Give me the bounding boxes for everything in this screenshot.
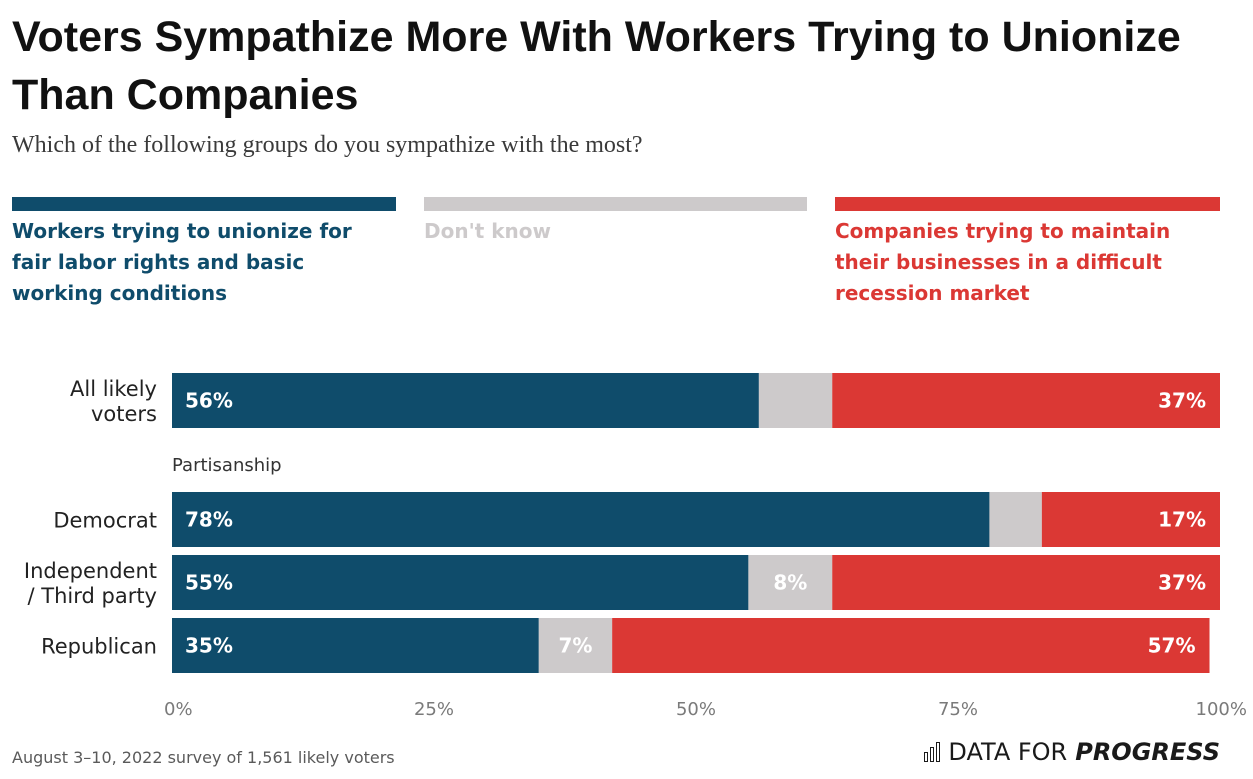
data-label-republican-series-2: 57% — [1148, 634, 1196, 658]
legend-swatch-dont-know — [424, 197, 807, 211]
data-label-democrat-series-2: 17% — [1158, 508, 1206, 532]
data-label-all-likely-voters-series-2: 37% — [1158, 389, 1206, 413]
x-tick-label-0: 0% — [164, 699, 193, 720]
bar-chart-logo-icon — [924, 742, 941, 762]
data-label-independent-third-party-series-2: 37% — [1158, 571, 1206, 595]
brand-text-strong: PROGRESS — [1075, 738, 1220, 766]
category-label-all-likely-voters-line-1: voters — [91, 402, 157, 426]
bar-republican-series-1 — [538, 618, 613, 673]
bar-independent-third-party-series-0 — [172, 555, 749, 610]
legend-label-dont-know: Don't know — [424, 219, 551, 243]
legend-item-dont-know: Don't know — [424, 197, 807, 247]
data-label-independent-third-party-series-1: 8% — [773, 571, 807, 595]
category-label-independent-third-party-line-1: / Third party — [28, 584, 158, 608]
category-label-all-likely-voters-line-0: All likely — [70, 377, 157, 401]
data-label-republican-series-0: 35% — [185, 634, 233, 658]
legend-swatch-workers — [12, 197, 396, 211]
x-tick-label-4: 100% — [1196, 699, 1247, 720]
x-tick-label-2: 50% — [676, 699, 716, 720]
bar-independent-third-party-series-1 — [748, 555, 833, 610]
brand-text: DATA FOR — [948, 738, 1068, 766]
data-label-all-likely-voters-series-0: 56% — [185, 389, 233, 413]
category-label-democrat-line-0: Democrat — [53, 509, 157, 533]
bar-all-likely-voters-series-0 — [172, 373, 759, 428]
legend-label-companies: Companies trying to maintain their busin… — [835, 219, 1171, 305]
legend-swatch-companies — [835, 197, 1220, 211]
category-label-republican-line-0: Republican — [41, 635, 157, 659]
data-label-republican-series-1: 7% — [558, 634, 592, 658]
bar-republican-series-2 — [612, 618, 1210, 673]
data-label-independent-third-party-series-0: 55% — [185, 571, 233, 595]
legend-item-workers: Workers trying to unionize for fair labo… — [12, 197, 396, 309]
brand-logo: DATA FOR PROGRESS — [924, 738, 1220, 766]
legend-item-companies: Companies trying to maintain their busin… — [835, 197, 1220, 309]
legend-label-workers: Workers trying to unionize for fair labo… — [12, 219, 352, 305]
bar-democrat-series-2 — [1041, 492, 1220, 547]
survey-note: August 3–10, 2022 survey of 1,561 likely… — [12, 748, 395, 767]
bar-independent-third-party-series-2 — [832, 555, 1220, 610]
group-label-partisanship: Partisanship — [172, 455, 282, 476]
bar-all-likely-voters-series-2 — [832, 373, 1220, 428]
x-tick-label-1: 25% — [414, 699, 454, 720]
category-label-independent-third-party-line-0: Independent — [24, 559, 157, 583]
bar-democrat-series-0 — [172, 492, 990, 547]
bar-democrat-series-1 — [989, 492, 1042, 547]
bar-republican-series-0 — [172, 618, 539, 673]
chart-title: Voters Sympathize More With Workers Tryi… — [12, 13, 1181, 119]
data-label-democrat-series-0: 78% — [185, 508, 233, 532]
x-tick-label-3: 75% — [938, 699, 978, 720]
bar-all-likely-voters-series-1 — [758, 373, 833, 428]
chart-subtitle: Which of the following groups do you sym… — [12, 132, 643, 158]
